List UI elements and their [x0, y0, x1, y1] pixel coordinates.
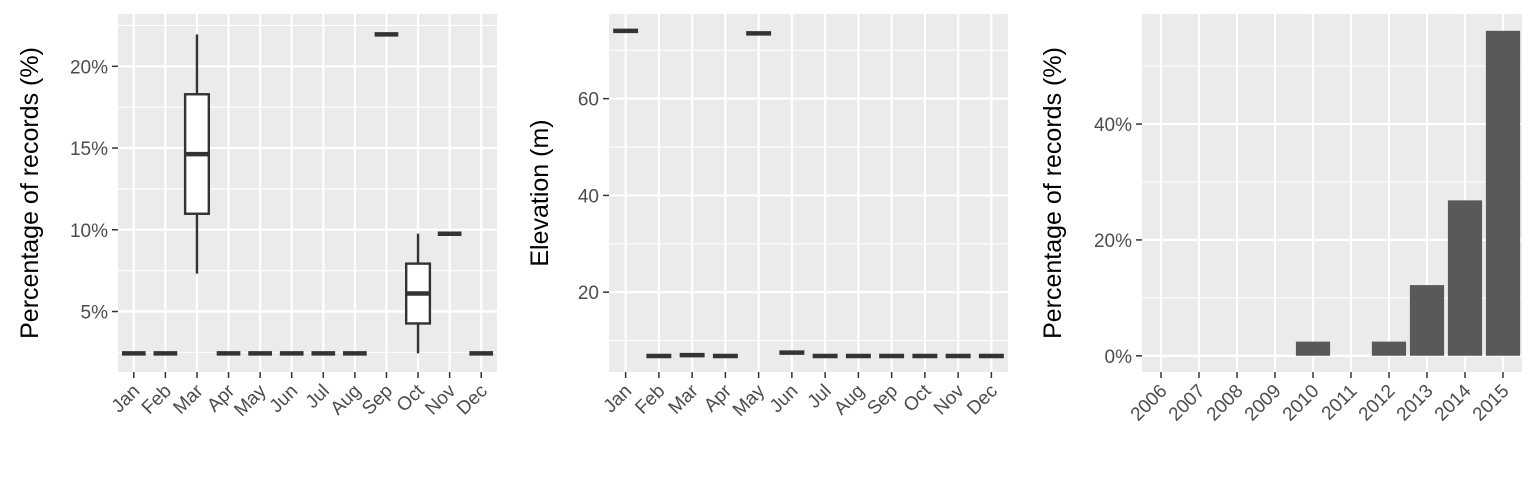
y-tick-label: 20: [578, 283, 599, 304]
y-tick-label: 60: [578, 90, 599, 111]
y-tick-label: 5%: [81, 303, 109, 324]
x-tick-label: Feb: [631, 381, 669, 419]
x-tick-label: 2006: [1127, 381, 1172, 426]
x-tick-label: Dec: [453, 381, 492, 420]
x-tick-label: 2013: [1393, 381, 1438, 426]
bar-2012: [1371, 341, 1407, 356]
plot-background: [609, 14, 1008, 372]
y-axis-title: Elevation (m): [526, 119, 554, 266]
x-tick-label: 2015: [1469, 381, 1514, 426]
y-tick-label: 10%: [70, 221, 108, 242]
x-tick-label: 2011: [1318, 381, 1362, 425]
x-tick-label: Aug: [830, 381, 869, 420]
chart-panel-yearly-percentage: 0% 20% 40% 20062007200820092010201120122013…: [1039, 14, 1522, 425]
y-tick-label: 40: [578, 186, 599, 207]
box-mar: [183, 34, 211, 274]
box-oct: [404, 233, 432, 354]
y-tick-label: 0%: [1105, 347, 1133, 368]
x-tick-label: Jun: [766, 381, 803, 418]
x-tick-label: Sep: [358, 381, 397, 420]
x-tick-label: Jul: [804, 381, 836, 413]
x-tick-label: Feb: [138, 381, 176, 419]
bar-2013: [1409, 285, 1445, 356]
x-tick-label: Mar: [665, 380, 703, 418]
plot-background: [118, 14, 497, 372]
x-tick-label: 2008: [1203, 381, 1248, 426]
x-tick-label: Sep: [863, 381, 902, 420]
x-tick-label: 2012: [1355, 381, 1400, 426]
x-tick-label: May: [230, 380, 271, 421]
x-tick-label: 2014: [1431, 380, 1476, 425]
y-axis-title: Percentage of records (%): [16, 47, 44, 339]
x-tick-label: 2007: [1165, 381, 1210, 426]
y-axis-title: Percentage of records (%): [1039, 47, 1067, 339]
x-tick-label: Jan: [108, 381, 145, 418]
y-tick-label: 40%: [1094, 115, 1132, 136]
x-tick-label: 2010: [1279, 381, 1324, 426]
x-tick-label: May: [729, 380, 770, 421]
bar-2010: [1295, 341, 1331, 356]
x-tick-label: Nov: [421, 380, 460, 419]
x-tick-label: Jun: [266, 381, 303, 418]
x-tick-label: Dec: [963, 381, 1002, 420]
x-tick-label: 2009: [1241, 381, 1286, 426]
y-tick-label: 20%: [70, 57, 108, 78]
x-tick-label: Nov: [930, 380, 969, 419]
x-tick-label: Jan: [600, 381, 637, 418]
x-tick-label: Apr: [700, 380, 736, 416]
x-tick-label: Oct: [393, 380, 429, 416]
x-tick-label: Oct: [900, 380, 936, 416]
x-tick-label: Mar: [169, 380, 207, 418]
bar-2014: [1447, 200, 1483, 356]
y-tick-label: 20%: [1094, 231, 1132, 252]
x-tick-label: Aug: [327, 381, 366, 420]
bar-2015: [1485, 30, 1521, 356]
y-tick-label: 15%: [70, 139, 108, 160]
